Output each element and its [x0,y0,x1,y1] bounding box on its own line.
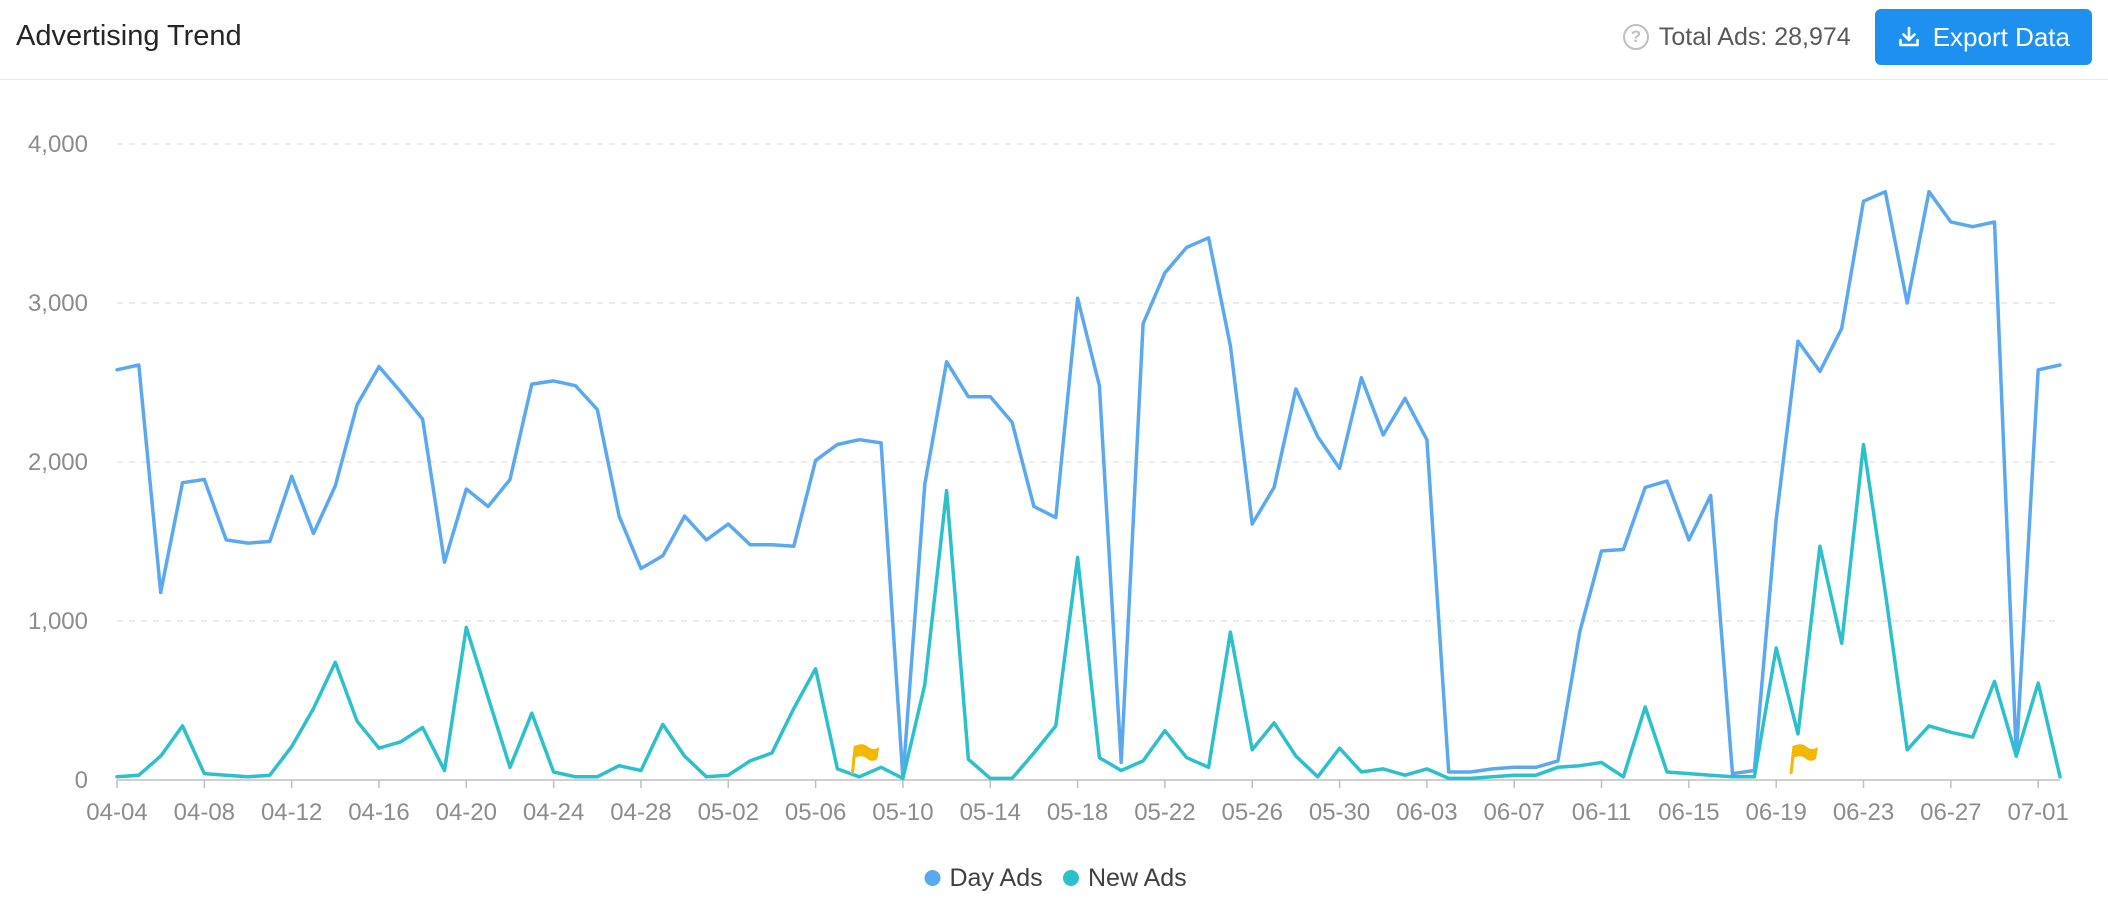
series-line-day-ads[interactable] [115,189,2062,781]
x-tick-label: 04-12 [261,799,322,826]
chart-header: Advertising Trend ? Total Ads: 28,974 Ex… [0,0,2108,80]
flag-marker-icon[interactable] [1789,744,1818,775]
x-tick-label: 06-27 [1920,799,1981,826]
legend-marker[interactable] [1063,870,1079,886]
x-tick-label: 06-15 [1658,799,1719,826]
legend-label[interactable]: New Ads [1088,864,1187,892]
export-data-label: Export Data [1932,21,2070,52]
x-tick-label: 05-18 [1047,799,1108,826]
legend-marker[interactable] [924,870,941,886]
x-tick-label: 05-10 [872,799,933,826]
x-tick-label: 05-26 [1222,799,1283,826]
x-tick-label: 05-22 [1134,799,1195,826]
question-circle-icon[interactable]: ? [1622,24,1649,50]
x-tick-label: 07-01 [2007,799,2068,826]
total-ads-count: Total Ads: 28,974 [1658,22,1851,51]
x-tick-label: 06-11 [1572,799,1632,826]
x-tick-label: 06-19 [1745,799,1806,826]
x-tick-label: 06-23 [1833,799,1894,826]
flag-marker-icon[interactable] [850,744,880,775]
x-tick-label: 05-06 [785,799,846,826]
x-tick-label: 06-07 [1484,799,1545,826]
legend-label[interactable]: Day Ads [950,864,1043,892]
y-tick-label: 1,000 [28,608,88,635]
trend-line-chart[interactable]: 0 1,000 2,000 3,000 4,000 04-04 04-08 04-12 04-1… [0,80,2108,918]
x-tick-label: 04-04 [86,799,147,826]
y-tick-label: 3,000 [28,290,88,317]
x-tick-label: 05-02 [698,799,759,826]
y-tick-label: 2,000 [28,449,88,476]
x-tick-label: 05-30 [1309,799,1370,826]
x-tick-label: 04-20 [436,799,497,826]
header-actions: ? Total Ads: 28,974 Export Data [1622,9,2092,65]
download-icon [1898,26,1919,47]
series-line-new-ads[interactable] [115,442,2062,781]
x-tick-label: 04-08 [174,799,235,826]
x-tick-label: 04-24 [523,799,584,826]
x-tick-label: 04-16 [348,799,409,826]
y-tick-label: 4,000 [28,131,88,158]
flag-cloth [852,744,880,761]
y-tick-label: 0 [75,767,88,794]
x-tick-label: 06-03 [1396,799,1457,826]
x-tick-label: 05-14 [960,799,1021,826]
chart-title: Advertising Trend [16,20,242,52]
flag-cloth [1791,744,1818,761]
export-data-button[interactable]: Export Data [1874,9,2092,65]
x-tick-label: 04-28 [610,799,671,826]
